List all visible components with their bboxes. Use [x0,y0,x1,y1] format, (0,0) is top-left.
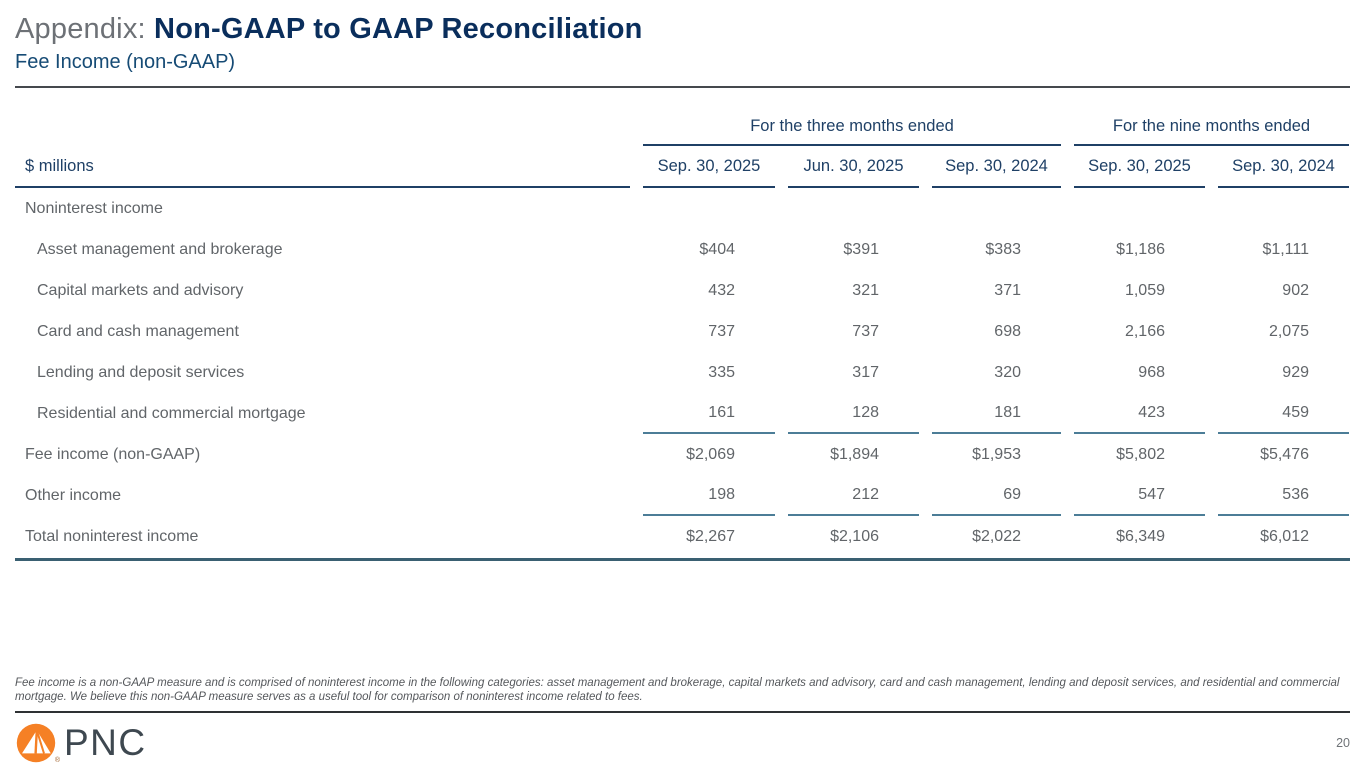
pnc-logo: ® PNC [16,721,147,764]
column-header-jun-30-2025-q: Jun. 30, 2025 [788,146,919,188]
cell-value: 968 [1138,363,1165,381]
cell-value: $6,349 [1116,527,1165,545]
pnc-triangle-icon: ® [16,723,60,764]
cell-value: $1,894 [830,445,879,463]
row-label: Fee income (non-GAAP) [25,445,201,463]
row-label: Noninterest income [25,199,163,217]
cell-value: 320 [994,363,1021,381]
cell-value: $404 [699,240,735,258]
cell-value: 1,059 [1124,281,1165,299]
column-header-sep-30-2025-q: Sep. 30, 2025 [643,146,775,188]
table-row-total-noninterest-income: Total noninterest income $2,267 $2,106 $… [15,516,1349,557]
cell-value: 737 [708,322,735,340]
cell-value [788,188,919,229]
cell-value: 929 [1282,363,1309,381]
cell-value: $2,022 [972,527,1021,545]
cell-value [643,188,775,229]
cell-value: $2,267 [686,527,735,545]
page-number: 20 [1336,735,1350,750]
cell-value: 317 [852,363,879,381]
cell-value: 321 [852,281,879,299]
cell-value: 128 [788,393,919,434]
cell-value: 69 [932,475,1061,516]
cell-value: 902 [1282,281,1309,299]
page-subtitle: Fee Income (non-GAAP) [15,51,236,73]
table-row-residential-mortgage: Residential and commercial mortgage 161 … [15,393,1349,434]
cell-value: $2,106 [830,527,879,545]
unit-label: $ millions [15,146,630,188]
table-row-section-noninterest-income: Noninterest income [15,188,1349,229]
cell-value [932,188,1061,229]
cell-value: $6,012 [1260,527,1309,545]
column-header-row: $ millions Sep. 30, 2025 Jun. 30, 2025 S… [15,146,1349,188]
page-title: Appendix: Non-GAAP to GAAP Reconciliatio… [15,12,1350,46]
cell-value: 371 [994,281,1021,299]
reconciliation-table: For the three months ended For the nine … [2,106,1362,557]
cell-value: 698 [994,322,1021,340]
cell-value: $391 [843,240,879,258]
cell-value: 2,166 [1124,322,1165,340]
cell-value: 2,075 [1268,322,1309,340]
row-label: Residential and commercial mortgage [37,404,306,422]
table-row-card-cash-management: Card and cash management 737 737 698 2,1… [15,311,1349,352]
row-label: Other income [25,486,122,504]
column-header-sep-30-2024-q: Sep. 30, 2024 [932,146,1061,188]
column-group-three-months: For the three months ended [643,106,1061,146]
row-label: Total noninterest income [25,527,199,545]
column-group-nine-months: For the nine months ended [1074,106,1349,146]
column-group-row: For the three months ended For the nine … [15,106,1349,146]
page-title-main: Non-GAAP to GAAP Reconciliation [154,13,643,45]
registered-mark: ® [54,756,60,764]
cell-value: 335 [708,363,735,381]
table-bottom-rule [15,558,1350,561]
cell-value: $1,953 [972,445,1021,463]
cell-value: 536 [1218,475,1349,516]
column-group-spacer [15,106,630,146]
row-label: Asset management and brokerage [37,240,283,258]
column-header-sep-30-2024-ytd: Sep. 30, 2024 [1218,146,1349,188]
row-label: Lending and deposit services [37,363,245,381]
table-row-other-income: Other income 198 212 69 547 536 [15,475,1349,516]
table-row-lending-deposit: Lending and deposit services 335 317 320… [15,352,1349,393]
row-label: Card and cash management [37,322,239,340]
cell-value: 212 [788,475,919,516]
cell-value: $2,069 [686,445,735,463]
table-row-capital-markets: Capital markets and advisory 432 321 371… [15,270,1349,311]
header-divider [15,86,1350,88]
footnote: Fee income is a non-GAAP measure and is … [15,677,1350,713]
cell-value: $1,111 [1262,240,1309,258]
cell-value: 459 [1218,393,1349,434]
slide-footer: ® PNC 20 [0,713,1365,765]
table-row-fee-income-subtotal: Fee income (non-GAAP) $2,069 $1,894 $1,9… [15,434,1349,475]
pnc-logo-text: PNC [64,721,147,763]
cell-value: $383 [985,240,1021,258]
table-row-asset-management: Asset management and brokerage $404 $391… [15,229,1349,270]
row-label: Capital markets and advisory [37,281,244,299]
slide-header: Appendix: Non-GAAP to GAAP Reconciliatio… [0,0,1365,75]
cell-value: $1,186 [1116,240,1165,258]
cell-value [1218,188,1349,229]
cell-value: 161 [643,393,775,434]
cell-value: 432 [708,281,735,299]
cell-value: $5,476 [1260,445,1309,463]
cell-value: $5,802 [1116,445,1165,463]
cell-value: 423 [1074,393,1205,434]
cell-value: 547 [1074,475,1205,516]
cell-value: 198 [643,475,775,516]
cell-value: 181 [932,393,1061,434]
page-title-prefix: Appendix: [15,13,155,45]
column-header-sep-30-2025-ytd: Sep. 30, 2025 [1074,146,1205,188]
cell-value: 737 [852,322,879,340]
cell-value [1074,188,1205,229]
